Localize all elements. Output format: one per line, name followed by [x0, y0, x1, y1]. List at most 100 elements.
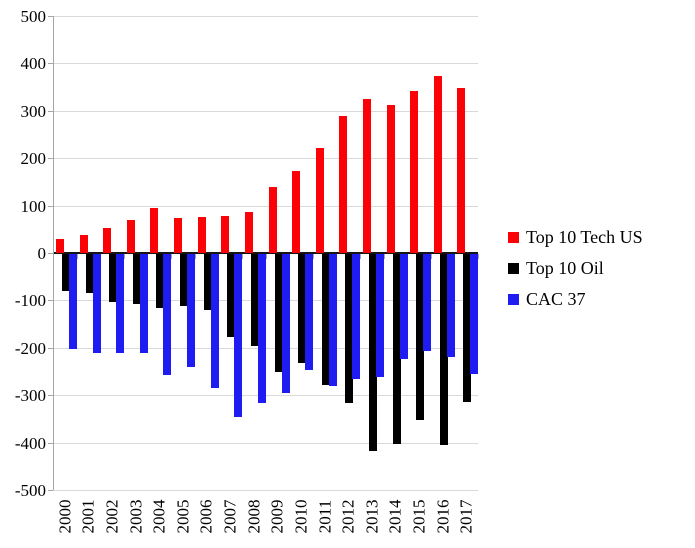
bar-cac-37-2013: [375, 254, 384, 378]
x-axis-tick-10: [289, 254, 291, 259]
bar-top-10-oil-2008: [250, 254, 259, 346]
x-axis-label-2005: 2005: [173, 499, 193, 534]
legend-swatch-top-10-tech-us: [508, 232, 519, 243]
bar-top-10-tech-us-2001: [79, 234, 88, 253]
bar-top-10-oil-2010: [298, 254, 307, 363]
gridline-300: [53, 110, 478, 112]
bar-top-10-oil-2017: [463, 254, 472, 402]
x-axis-tick-6: [194, 254, 196, 259]
bar-cac-37-2011: [328, 254, 337, 386]
x-axis-tick-16: [430, 254, 432, 259]
bar-top-10-oil-2003: [132, 254, 141, 305]
gridline-500: [53, 16, 478, 17]
y-axis-tick-0: [48, 253, 53, 254]
bar-top-10-tech-us-2008: [244, 211, 253, 253]
bar-top-10-oil-2015: [416, 254, 425, 420]
bar-top-10-tech-us-2006: [197, 216, 206, 253]
legend-item-top-10-tech-us: Top 10 Tech US: [508, 228, 643, 247]
legend-item-cac-37: CAC 37: [508, 290, 643, 309]
bar-top-10-tech-us-2012: [339, 115, 348, 253]
bar-top-10-oil-2014: [392, 254, 401, 445]
x-axis-tick-7: [218, 254, 220, 259]
x-axis-label-2013: 2013: [362, 499, 382, 534]
bar-top-10-tech-us-2000: [56, 238, 64, 253]
gridline--500: [53, 490, 478, 491]
bar-top-10-tech-us-2010: [292, 171, 301, 253]
x-axis-tick-12: [336, 254, 338, 259]
x-axis-label-2002: 2002: [102, 499, 122, 534]
bar-top-10-tech-us-2013: [362, 98, 371, 253]
bar-top-10-oil-2016: [439, 254, 448, 446]
x-axis-label-2010: 2010: [291, 499, 311, 534]
x-axis-label-2011: 2011: [315, 499, 335, 534]
bar-top-10-oil-2004: [156, 254, 165, 308]
bar-top-10-tech-us-2015: [410, 91, 419, 253]
gridline-100: [53, 205, 478, 207]
bar-cac-37-2014: [399, 254, 408, 360]
x-axis-tick-17: [454, 254, 456, 259]
bar-cac-37-2004: [163, 254, 172, 376]
legend-swatch-top-10-oil: [508, 263, 519, 274]
y-axis-tick-400: [48, 63, 53, 65]
bar-cac-37-2017: [470, 254, 479, 375]
x-axis-label-2014: 2014: [385, 499, 405, 534]
x-axis-label-2015: 2015: [409, 499, 429, 534]
legend: Top 10 Tech US Top 10 Oil CAC 37: [508, 228, 643, 321]
x-axis-label-2004: 2004: [149, 499, 169, 534]
bar-cac-37-2010: [305, 254, 314, 370]
y-axis-label--300: -300: [14, 386, 46, 406]
bar-top-10-oil-2006: [203, 254, 212, 311]
y-axis-label--500: -500: [14, 481, 46, 500]
y-axis-label-400: 400: [20, 54, 47, 74]
y-axis-tick--400: [48, 442, 53, 444]
y-axis-label--200: -200: [14, 338, 46, 358]
y-axis-tick-200: [48, 158, 53, 160]
y-axis-label-200: 200: [20, 149, 47, 169]
bar-top-10-oil-2009: [274, 254, 283, 372]
bar-top-10-tech-us-2002: [103, 228, 112, 253]
bar-top-10-tech-us-2016: [433, 76, 442, 253]
x-axis-tick-4: [147, 254, 149, 259]
y-axis-label-0: 0: [37, 244, 47, 263]
bar-cac-37-2009: [281, 254, 290, 394]
x-axis-tick-13: [359, 254, 361, 259]
y-axis-label-100: 100: [20, 196, 47, 216]
y-axis-tick-500: [48, 16, 53, 17]
bar-top-10-tech-us-2014: [386, 104, 395, 253]
y-axis-tick--500: [48, 490, 53, 491]
bar-top-10-oil-2007: [227, 254, 236, 337]
bar-top-10-oil-2011: [321, 254, 330, 385]
bar-cac-37-2002: [116, 254, 125, 354]
bar-cac-37-2016: [446, 254, 455, 358]
bar-cac-37-2008: [257, 254, 266, 403]
legend-swatch-cac-37: [508, 294, 519, 305]
bar-top-10-tech-us-2017: [457, 88, 466, 253]
bar-top-10-tech-us-2011: [315, 147, 324, 253]
x-axis-label-2001: 2001: [78, 499, 98, 534]
bar-top-10-tech-us-2005: [174, 218, 183, 253]
legend-label-top-10-tech-us: Top 10 Tech US: [526, 227, 643, 247]
x-axis-tick-2: [100, 254, 102, 259]
x-axis-tick-8: [241, 254, 243, 259]
x-axis-label-2016: 2016: [433, 499, 453, 534]
y-axis-line: [53, 16, 54, 490]
x-axis-tick-15: [407, 254, 409, 259]
x-axis-label-2008: 2008: [244, 499, 264, 534]
y-axis-label--100: -100: [14, 291, 46, 311]
x-axis-tick-14: [383, 254, 385, 259]
bar-cac-37-2001: [92, 254, 101, 354]
bar-top-10-oil-2013: [368, 254, 377, 451]
bar-cac-37-2006: [210, 254, 219, 388]
y-axis-label-300: 300: [20, 101, 47, 121]
x-axis-tick-18: [478, 254, 479, 259]
x-axis-tick-0: [53, 254, 54, 259]
x-axis-label-2006: 2006: [196, 499, 216, 534]
y-axis-tick--300: [48, 395, 53, 397]
bar-cac-37-2003: [139, 254, 148, 353]
bar-cac-37-2012: [352, 254, 361, 379]
x-axis-label-2017: 2017: [456, 499, 476, 534]
x-axis-tick-5: [171, 254, 173, 259]
legend-label-cac-37: CAC 37: [526, 289, 586, 309]
bar-top-10-tech-us-2009: [268, 186, 277, 253]
